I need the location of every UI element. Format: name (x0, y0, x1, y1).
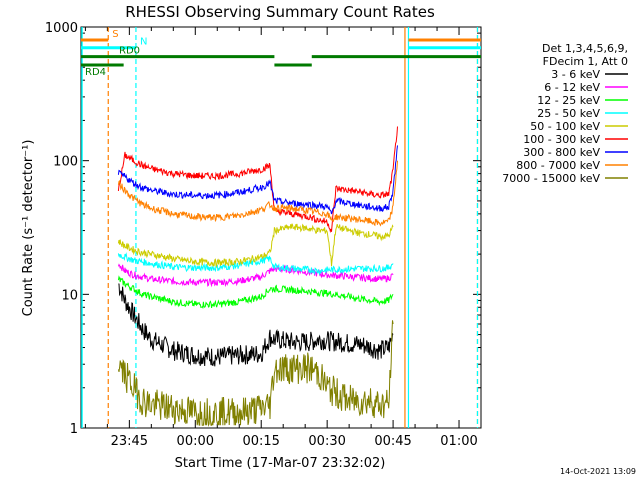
series-line (117, 275, 394, 310)
x-tick-label: 00:45 (374, 434, 411, 449)
legend-entry-label: 300 - 800 keV (523, 146, 600, 159)
series-line (117, 263, 394, 288)
y-tick-label: 1 (70, 422, 78, 437)
x-tick-label: 23:45 (111, 434, 148, 449)
series-line (118, 283, 394, 367)
flag-label: N (140, 37, 147, 48)
legend-entry-label: 100 - 300 keV (523, 133, 600, 146)
series-line (117, 126, 398, 234)
y-tick-label: 1000 (45, 21, 78, 36)
legend-entry-label: 800 - 7000 keV (516, 159, 600, 172)
series-line (117, 320, 394, 427)
legend-header-line-2: FDecim 1, Att 0 (543, 55, 628, 68)
y-tick-label: 100 (53, 155, 78, 170)
legend-entry-label: 25 - 50 keV (537, 107, 600, 120)
x-tick-label: 00:30 (308, 434, 345, 449)
y-axis-label: Count Rate (s⁻¹ detector⁻¹) (21, 140, 36, 317)
flag-label: RD0 (119, 46, 140, 57)
series-line (117, 252, 394, 276)
legend-entry-label: 50 - 100 keV (530, 120, 600, 133)
legend-entry-label: 7000 - 15000 keV (502, 172, 600, 185)
plot-area: 1 10 100 1000 23:45 00:00 00:15 00:30 00:45 01:00… (45, 21, 482, 449)
x-tick-label: 00:00 (177, 434, 214, 449)
flag-label: RD4 (85, 67, 106, 78)
y-tick-label: 10 (61, 288, 78, 303)
chart-title: RHESSI Observing Summary Count Rates (125, 3, 435, 21)
flag-label: S (112, 29, 118, 40)
legend-entry-label: 12 - 25 keV (537, 94, 600, 107)
series-line (117, 223, 394, 268)
series-line (117, 145, 398, 215)
legend-entry-label: 6 - 12 keV (544, 81, 600, 94)
date-stamp: 14-Oct-2021 13:09 (560, 467, 636, 476)
legend-header-line-1: Det 1,3,4,5,6,9, (542, 42, 628, 55)
x-tick-label: 01:00 (440, 434, 477, 449)
series-line (117, 160, 398, 227)
x-axis-label: Start Time (17-Mar-07 23:32:02) (175, 456, 386, 471)
legend-entry-label: 3 - 6 keV (551, 68, 600, 81)
legend: Det 1,3,4,5,6,9, FDecim 1, Att 0 3 - 6 k… (502, 42, 628, 185)
plot-frame (80, 26, 482, 429)
x-tick-label: 00:15 (242, 434, 279, 449)
